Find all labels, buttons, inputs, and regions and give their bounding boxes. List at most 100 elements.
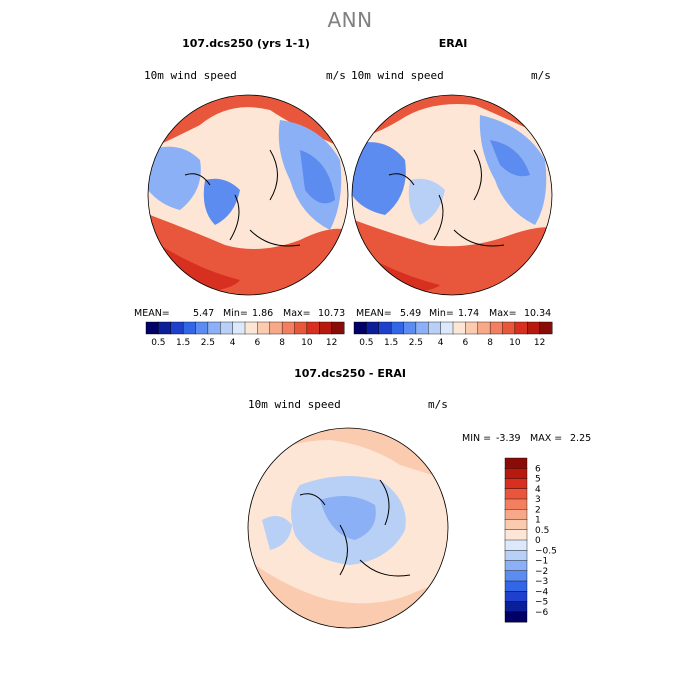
panel1-max-label: Max= xyxy=(283,308,311,319)
panel2-variable-label: 10m wind speed xyxy=(351,69,444,82)
panel3-colorbar-swatch xyxy=(504,529,528,541)
panel2-colorbar-tick-label: 12 xyxy=(534,338,545,348)
panel1-max-value: 10.73 xyxy=(318,308,346,319)
panel3-colorbar-tick-label: −3 xyxy=(535,577,548,587)
panel2-colorbar-swatch xyxy=(539,321,553,335)
panel2-colorbar-swatch xyxy=(415,321,429,335)
panel3-colorbar-tick-label: −5 xyxy=(535,598,548,608)
panel1-map-border xyxy=(147,94,349,296)
panel1-title: 107.dcs250 (yrs 1-1) xyxy=(182,37,310,50)
panel3-coastlines xyxy=(299,479,411,577)
panel2-colorbar-swatch xyxy=(502,321,516,335)
panel2-colorbar-swatch xyxy=(366,321,380,335)
panel3-arctic-core xyxy=(320,496,376,540)
panel1-colorbar-swatch xyxy=(257,321,271,335)
panel1-colorbar-swatch xyxy=(294,321,308,335)
panel1-colorbar-swatch xyxy=(244,321,258,335)
panel2-colorbar-tick-label: 0.5 xyxy=(359,338,373,348)
panel2-mean-value: 5.49 xyxy=(400,308,422,319)
panel1-colorbar-swatch xyxy=(306,321,320,335)
panel3-max-label: MAX = xyxy=(530,433,563,444)
panel3-colorbar-swatch xyxy=(504,611,528,623)
panel2-colorbar-swatch xyxy=(477,321,491,335)
panel3-colorbar-swatch xyxy=(504,539,528,551)
panel1-colorbar-swatch xyxy=(145,321,159,335)
panel3-title: 107.dcs250 - ERAI xyxy=(294,367,406,380)
panel3-colorbar-tick-label: 1 xyxy=(535,516,541,526)
panel2-colorbar-swatch xyxy=(465,321,479,335)
panel2-colorbar-swatch xyxy=(514,321,528,335)
panel3-min-label: MIN = xyxy=(462,433,492,444)
panel2-colorbar-tick-label: 2.5 xyxy=(409,338,423,348)
panel2-min-value: 1.74 xyxy=(458,308,480,319)
panel2-colorbar-swatch xyxy=(390,321,405,335)
panel3-colorbar-tick-label: 6 xyxy=(535,464,541,474)
panel2-units-label: m/s xyxy=(531,69,551,82)
panel1-colorbar-swatch xyxy=(232,321,246,335)
panel3-colorbar-tick-label: 0 xyxy=(535,536,541,546)
panel1-units-label: m/s xyxy=(326,69,346,82)
panel2-max-value: 10.34 xyxy=(524,308,552,319)
panel2-colorbar-swatch xyxy=(489,321,504,335)
panel1-mean-label: MEAN= xyxy=(134,308,170,319)
panel1-colorbar-swatch xyxy=(195,321,209,335)
panel1-siberia-min xyxy=(300,150,335,204)
panel3-colorbar-swatch xyxy=(504,560,528,572)
panel3-polar-map xyxy=(248,428,448,628)
panel3-colorbar-swatch xyxy=(504,457,528,469)
panel3-colorbar-swatch xyxy=(504,570,528,582)
panel1-colorbar-swatch xyxy=(207,321,221,335)
panel2-colorbar-tick-label: 10 xyxy=(509,338,521,348)
panel3-colorbar-tick-label: −0.5 xyxy=(535,546,557,556)
panel2-siberia-min xyxy=(490,140,530,177)
panel3-min-value: -3.39 xyxy=(496,433,521,444)
panel2-colorbar-swatch xyxy=(428,321,442,335)
panel3-colorbar-swatch xyxy=(504,498,528,510)
panel2-america-low xyxy=(352,142,406,215)
panel3-colorbar-tick-label: −6 xyxy=(535,608,549,618)
panel3-colorbar-swatch xyxy=(504,468,528,480)
panel3-colorbar-tick-label: −4 xyxy=(535,587,549,597)
panel2-colorbar-swatch xyxy=(527,321,541,335)
panel3-units-label: m/s xyxy=(428,398,448,411)
panel3-colorbar-tick-label: 4 xyxy=(535,485,541,495)
panel1-colorbar-swatch xyxy=(158,321,172,335)
panel3-colorbar-swatch xyxy=(504,488,528,500)
panel3-colorbar-tick-label: 5 xyxy=(535,475,541,485)
panel2-colorbar-tick-label: 8 xyxy=(487,338,493,348)
panel2-min-label: Min= xyxy=(429,308,454,319)
panel1-mean-value: 5.47 xyxy=(193,308,215,319)
panel2-colorbar-tick-label: 6 xyxy=(463,338,469,348)
panel1-colorbar-tick-label: 2.5 xyxy=(201,338,215,348)
panel2-colorbar-swatch xyxy=(452,321,466,335)
panel2-greenland-low xyxy=(408,178,445,225)
panel3-colorbar-swatch xyxy=(504,550,528,562)
panel1-colorbar-swatch xyxy=(331,321,345,335)
panel2-title: ERAI xyxy=(438,37,468,50)
panel3-south-positive xyxy=(248,560,448,628)
panel1-colorbar-tick-label: 6 xyxy=(255,338,261,348)
panel3-colorbar-tick-label: −1 xyxy=(535,557,548,567)
panel2-colorbar-swatch xyxy=(378,321,392,335)
panel2-colorbar-swatch xyxy=(440,321,454,335)
panel1-min-label: Min= xyxy=(223,308,248,319)
panel2-polar-map xyxy=(352,95,552,295)
panel3-colorbar-tick-label: 0.5 xyxy=(535,526,549,536)
panel2-colorbar-tick-label: 1.5 xyxy=(384,338,398,348)
panel1-min-value: 1.86 xyxy=(252,308,274,319)
panel3-colorbar-swatch xyxy=(504,478,528,490)
panel1-america-low xyxy=(148,146,201,210)
figure-title: ANN xyxy=(327,8,373,32)
panel3-colorbar-swatch xyxy=(504,509,528,521)
panel3-variable-label: 10m wind speed xyxy=(248,398,341,411)
panel3-greenland-negative xyxy=(262,516,292,550)
panel2-mean-label: MEAN= xyxy=(356,308,392,319)
panel1-colorbar-swatch xyxy=(220,321,234,335)
panel2-map-border xyxy=(351,94,553,296)
panel2-colorbar-tick-label: 4 xyxy=(438,338,444,348)
panel1-colorbar-tick-label: 10 xyxy=(301,338,313,348)
panel1-polar-map xyxy=(148,95,348,295)
panel1-variable-label: 10m wind speed xyxy=(144,69,237,82)
panel1-colorbar-tick-label: 0.5 xyxy=(151,338,165,348)
